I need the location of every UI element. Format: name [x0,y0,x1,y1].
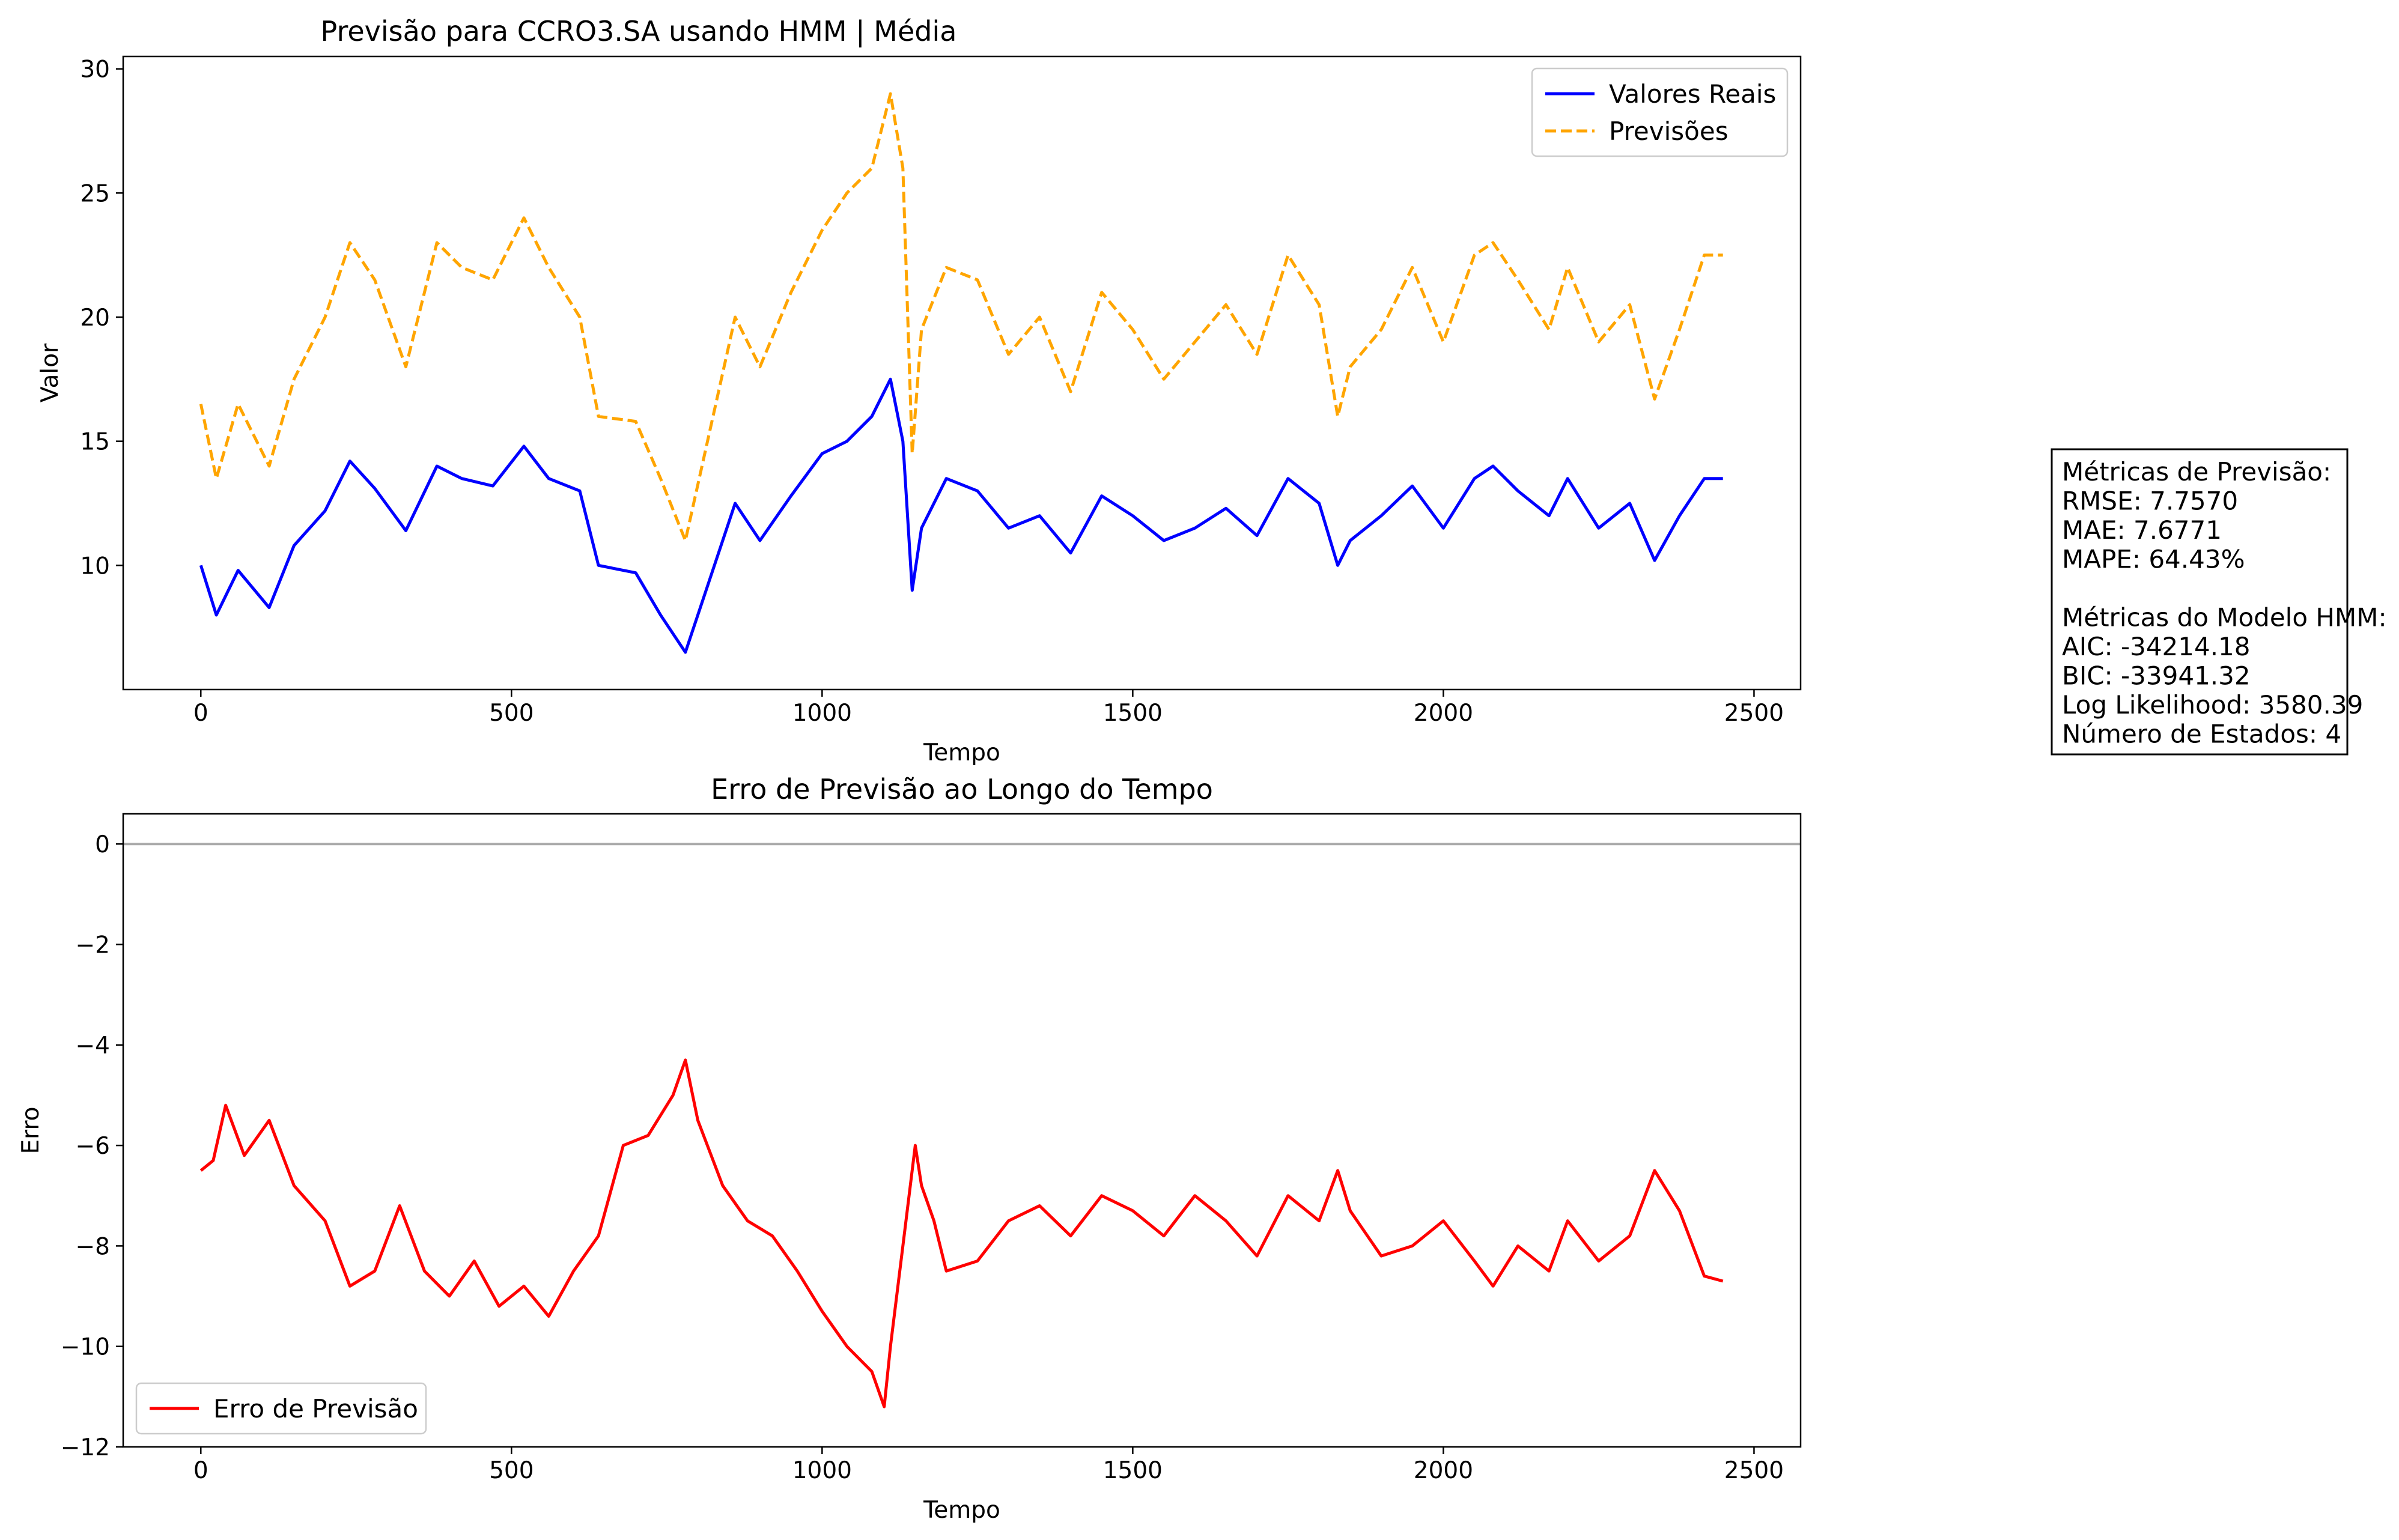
x-tick-label: 500 [489,1457,534,1484]
bottom-chart-xlabel: Tempo [923,1497,1000,1524]
metrics-line: Log Likelihood: 3580.39 [2062,690,2363,720]
metrics-line: Métricas do Modelo HMM: [2062,603,2387,632]
bottom-chart-frame [122,813,1802,1448]
x-tick-label: 1000 [792,1457,852,1484]
top-chart: Previsão para CCRO3.SA usando HMM | Médi… [37,15,1802,766]
metrics-box-frame [2051,448,2349,756]
legend-entry-label: Previsões [1609,117,1729,146]
x-tick-label: 1500 [1103,700,1163,727]
x-tick-label: 1000 [792,700,852,727]
x-tick-label: 2500 [1724,1457,1784,1484]
y-tick-label: 30 [80,56,110,83]
x-tick-label: 2500 [1724,700,1784,727]
y-tick-label: 10 [80,553,110,580]
y-tick-label: 20 [80,305,110,332]
bottom-chart: Erro de Previsão ao Longo do Tempo 0 500 1… [17,773,1802,1524]
metrics-line: Número de Estados: 4 [2062,720,2341,749]
metrics-line: BIC: -33941.32 [2062,661,2251,691]
y-tick-label: −12 [61,1434,110,1461]
legend-entry-label: Erro de Previsão [213,1394,418,1423]
x-tick-label: 500 [489,700,534,727]
series-line-previsoes [199,92,1723,542]
x-tick-label: 0 [193,1457,208,1484]
metrics-line: RMSE: 7.7570 [2062,487,2238,516]
bottom-chart-legend: Erro de Previsão [135,1382,427,1435]
series-line-valores-reais [199,377,1723,654]
top-chart-ylabel: Valor [37,343,64,402]
x-tick-label: 1500 [1103,1457,1163,1484]
x-tick-label: 2000 [1414,1457,1473,1484]
metrics-line: AIC: -34214.18 [2062,632,2251,661]
legend-frame [135,1382,427,1435]
y-tick-label: −6 [76,1133,111,1160]
metrics-line: Métricas de Previsão: [2062,457,2331,487]
y-tick-label: 25 [80,180,110,207]
x-tick-label: 0 [193,700,208,727]
legend-frame [1531,67,1789,157]
x-tick-label: 2000 [1414,700,1473,727]
y-tick-label: 15 [80,429,110,456]
y-tick-label: −2 [76,932,111,959]
legend-entry-label: Valores Reais [1609,79,1776,109]
metrics-line: MAPE: 64.43% [2062,545,2245,574]
y-tick-label: −8 [76,1233,111,1260]
bottom-chart-ylabel: Erro [17,1106,44,1154]
bottom-chart-title: Erro de Previsão ao Longo do Tempo [711,773,1213,805]
top-chart-title: Previsão para CCRO3.SA usando HMM | Médi… [321,15,957,48]
series-line-erro-de-previsao [199,1058,1724,1408]
top-chart-xlabel: Tempo [923,739,1000,766]
top-chart-frame [122,55,1802,691]
metrics-line: MAE: 7.6771 [2062,515,2222,545]
y-tick-label: −4 [76,1032,111,1060]
y-tick-label: −10 [61,1334,110,1361]
top-chart-legend: Valores Reais Previsões [1531,67,1789,157]
y-tick-label: 0 [95,831,110,858]
